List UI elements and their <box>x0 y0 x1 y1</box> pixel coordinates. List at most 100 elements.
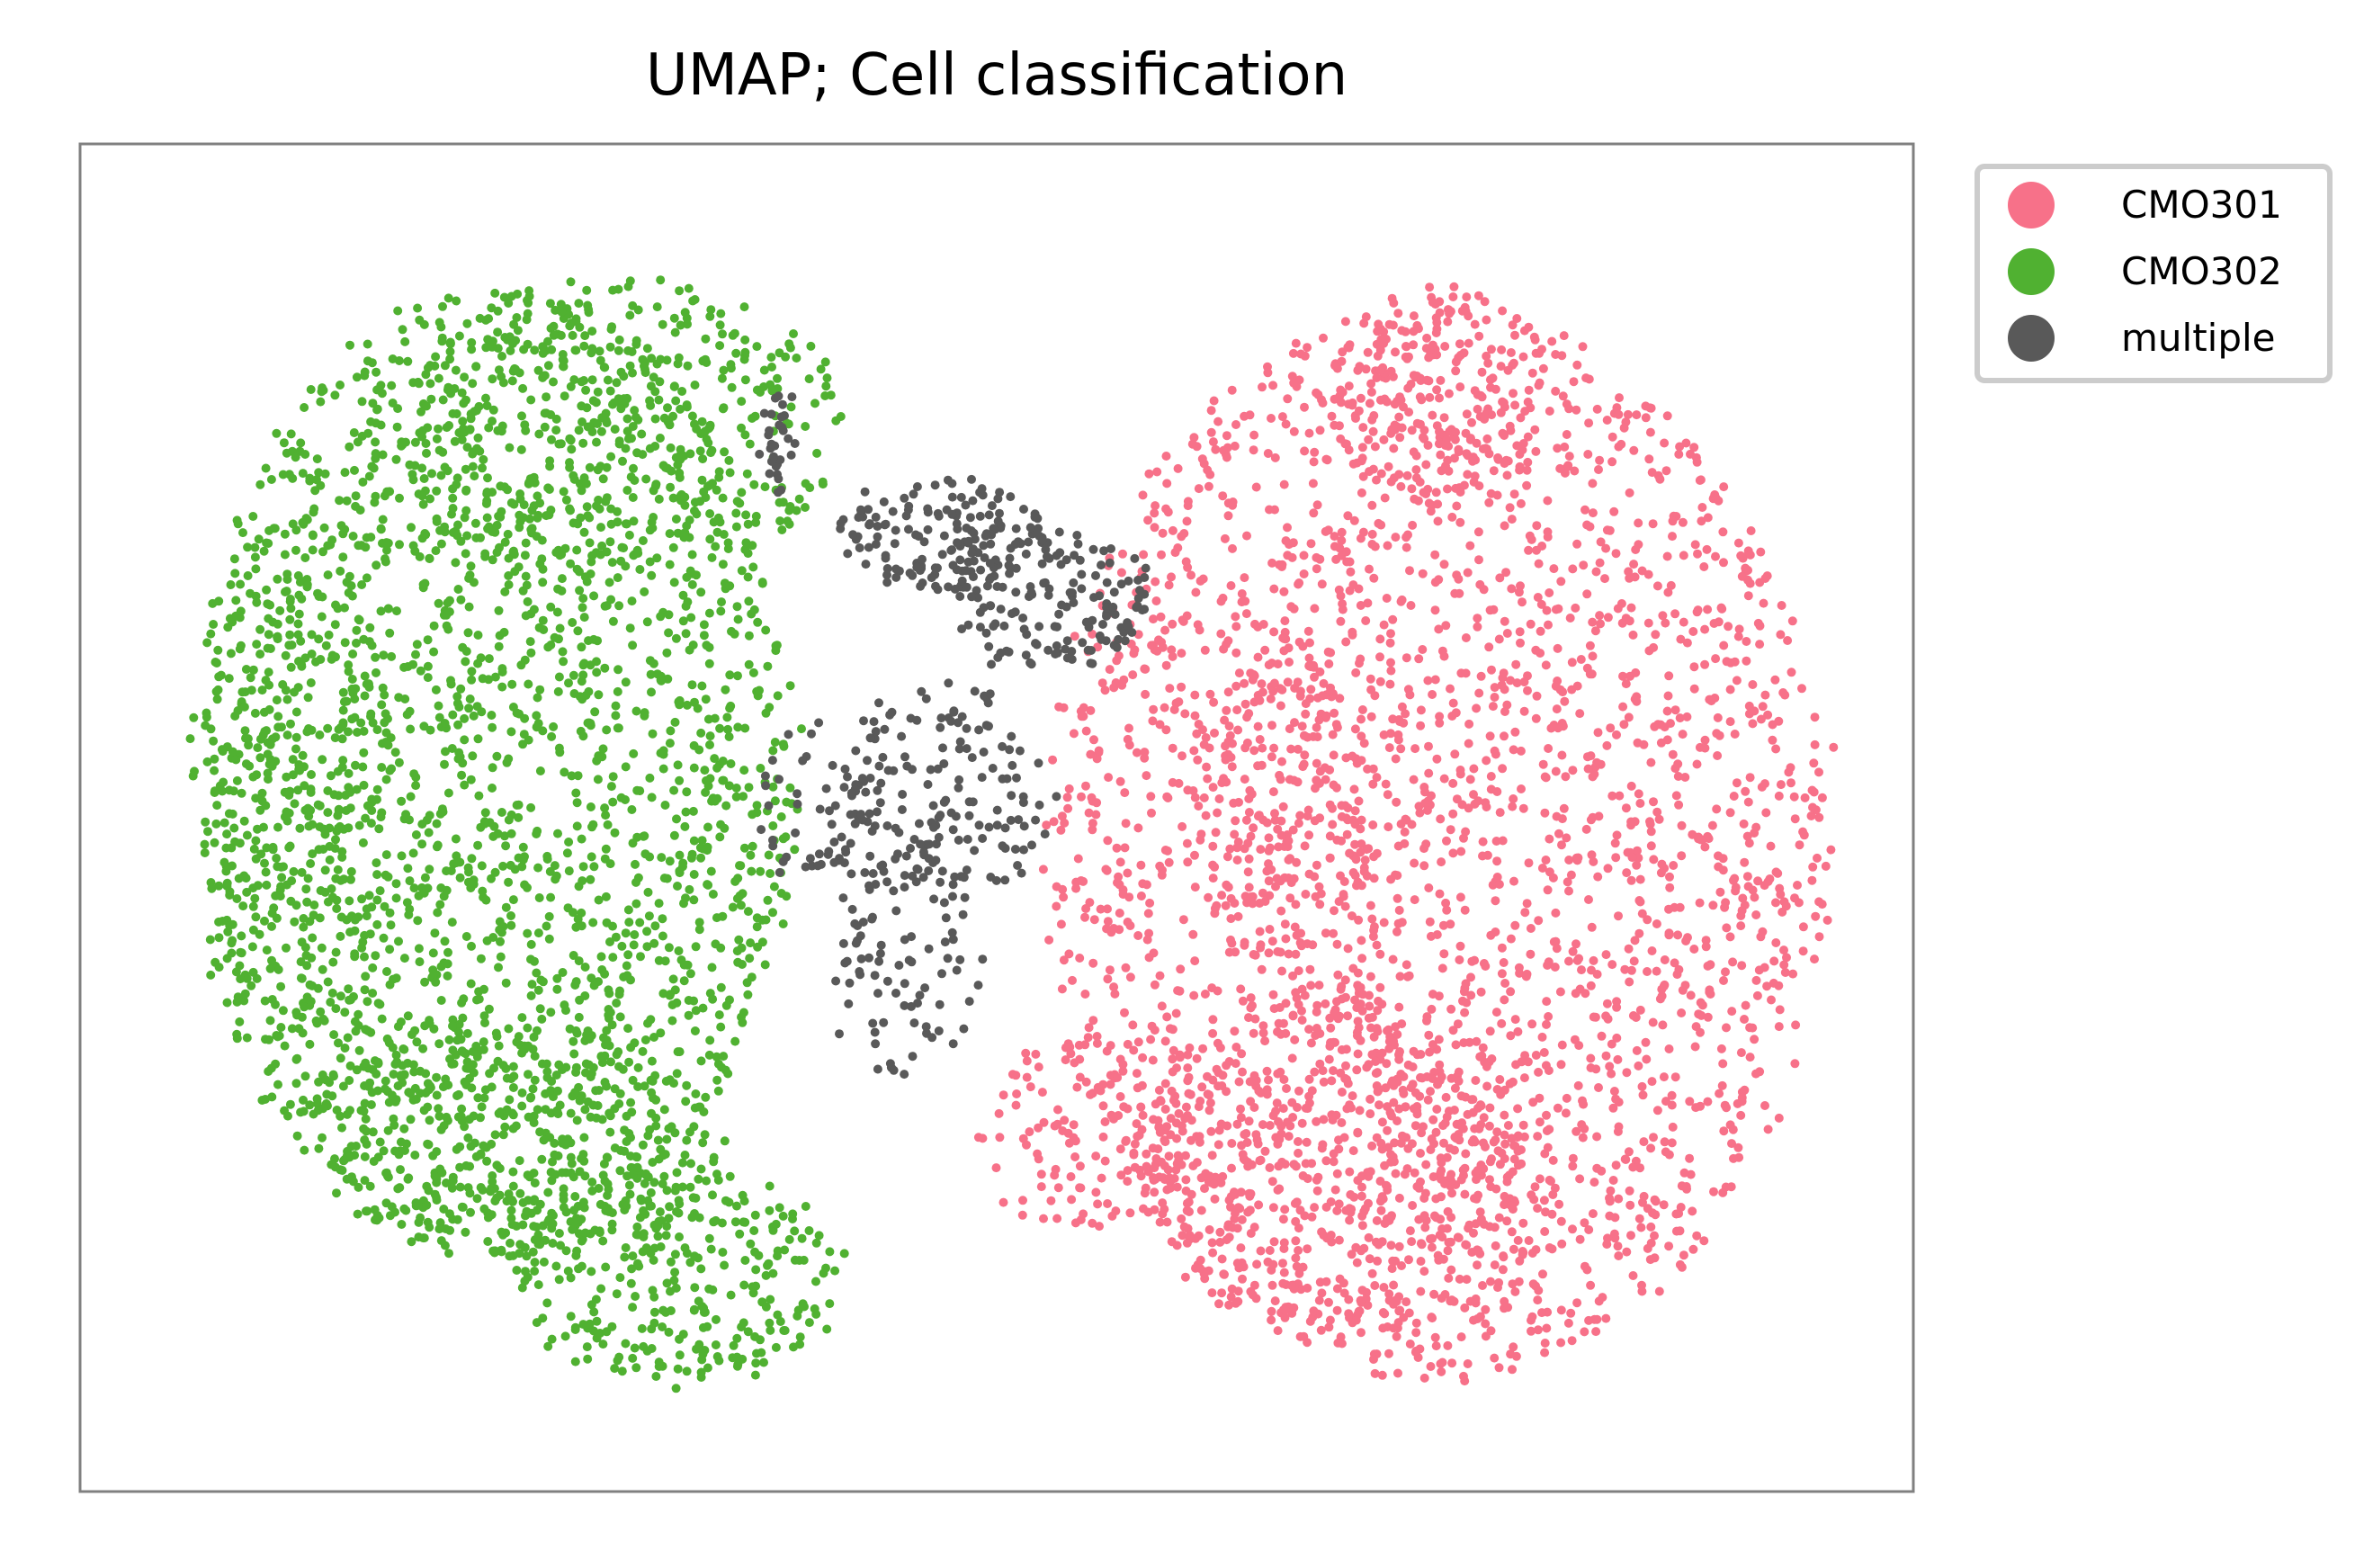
point-cmo302 <box>479 1093 489 1103</box>
point-cmo301 <box>1391 347 1400 357</box>
point-cmo302 <box>318 755 327 765</box>
point-cmo301 <box>1052 901 1061 911</box>
point-cmo302 <box>607 1020 617 1030</box>
point-cmo301 <box>1222 640 1231 650</box>
point-cmo302 <box>418 579 428 589</box>
point-cmo301 <box>1499 958 1509 967</box>
point-cmo301 <box>1142 1149 1151 1159</box>
point-cmo301 <box>1277 562 1286 571</box>
point-cmo302 <box>650 921 660 931</box>
point-cmo301 <box>1736 1110 1746 1120</box>
point-cmo302 <box>376 606 386 616</box>
point-cmo301 <box>1226 1202 1235 1212</box>
point-cmo301 <box>1492 856 1502 866</box>
point-cmo301 <box>1341 1044 1351 1054</box>
point-cmo301 <box>1214 1299 1223 1309</box>
point-cmo302 <box>672 998 682 1008</box>
point-cmo301 <box>1460 905 1470 915</box>
point-cmo301 <box>1121 963 1131 972</box>
point-cmo302 <box>687 680 697 690</box>
point-cmo301 <box>1036 1182 1046 1192</box>
point-cmo301 <box>1251 482 1261 492</box>
point-cmo302 <box>413 303 423 313</box>
point-cmo301 <box>1506 1031 1516 1041</box>
point-cmo301 <box>1522 899 1532 909</box>
point-cmo301 <box>1497 345 1507 354</box>
point-cmo301 <box>1092 1032 1102 1041</box>
point-cmo301 <box>1303 1104 1312 1114</box>
point-cmo302 <box>368 963 378 972</box>
point-cmo301 <box>1572 939 1581 949</box>
point-cmo302 <box>586 874 595 884</box>
point-cmo301 <box>1408 1201 1418 1210</box>
point-cmo301 <box>1509 794 1518 803</box>
point-cmo301 <box>1553 1103 1563 1113</box>
point-cmo301 <box>1386 1150 1395 1160</box>
point-cmo301 <box>1736 551 1746 560</box>
point-cmo301 <box>1049 817 1059 827</box>
point-cmo301 <box>1375 634 1385 644</box>
point-cmo301 <box>1292 857 1302 867</box>
point-cmo302 <box>657 853 667 863</box>
point-cmo302 <box>201 712 211 722</box>
point-cmo301 <box>1499 668 1509 678</box>
point-cmo301 <box>1287 1098 1297 1107</box>
point-cmo301 <box>1665 883 1675 892</box>
point-cmo302 <box>482 513 492 523</box>
point-cmo301 <box>1167 1237 1177 1247</box>
point-cmo301 <box>1384 1289 1394 1299</box>
point-cmo301 <box>1377 1370 1387 1380</box>
point-cmo302 <box>362 911 372 921</box>
point-cmo302 <box>512 708 522 718</box>
point-cmo301 <box>1685 1153 1695 1163</box>
point-cmo301 <box>1348 1146 1358 1156</box>
point-cmo301 <box>1343 944 1353 954</box>
point-cmo301 <box>1389 1299 1399 1309</box>
point-cmo301 <box>1437 1158 1446 1168</box>
point-cmo301 <box>1450 588 1460 598</box>
point-cmo301 <box>1288 348 1298 358</box>
point-cmo302 <box>549 721 559 731</box>
point-cmo301 <box>1478 1043 1488 1053</box>
point-cmo301 <box>1688 829 1697 839</box>
point-cmo301 <box>1304 1074 1314 1084</box>
point-cmo301 <box>1357 453 1367 463</box>
point-cmo302 <box>574 426 584 435</box>
point-cmo301 <box>1531 713 1541 723</box>
point-cmo302 <box>535 766 545 775</box>
point-cmo301 <box>1494 634 1504 644</box>
point-cmo302 <box>517 862 527 872</box>
point-cmo301 <box>1305 964 1315 974</box>
point-cmo302 <box>372 725 382 735</box>
point-cmo301 <box>1164 1151 1174 1161</box>
point-cmo301 <box>1311 892 1321 901</box>
point-cmo302 <box>448 1176 458 1186</box>
point-cmo301 <box>1305 638 1314 648</box>
point-cmo301 <box>1422 333 1432 343</box>
point-cmo302 <box>682 787 692 797</box>
point-cmo301 <box>1495 573 1505 583</box>
point-cmo302 <box>217 745 227 755</box>
point-cmo302 <box>482 936 492 945</box>
point-cmo302 <box>206 970 216 980</box>
point-cmo301 <box>1668 532 1677 542</box>
point-cmo301 <box>1547 336 1557 346</box>
point-cmo301 <box>1224 1300 1234 1310</box>
point-cmo301 <box>1303 343 1312 353</box>
point-cmo301 <box>995 1133 1005 1142</box>
point-cmo301 <box>1309 457 1319 467</box>
point-cmo301 <box>1762 981 1772 991</box>
point-cmo301 <box>1509 745 1518 755</box>
point-cmo301 <box>1829 742 1839 752</box>
point-cmo301 <box>1484 1121 1494 1131</box>
point-cmo301 <box>1211 828 1221 838</box>
point-cmo302 <box>460 780 470 790</box>
point-cmo301 <box>1268 381 1278 390</box>
point-cmo302 <box>755 685 764 695</box>
point-cmo302 <box>418 1044 428 1053</box>
point-cmo302 <box>746 938 756 948</box>
point-cmo302 <box>611 701 621 711</box>
point-cmo301 <box>1277 412 1287 422</box>
point-cmo301 <box>1160 1036 1170 1046</box>
point-cmo302 <box>319 1016 329 1026</box>
